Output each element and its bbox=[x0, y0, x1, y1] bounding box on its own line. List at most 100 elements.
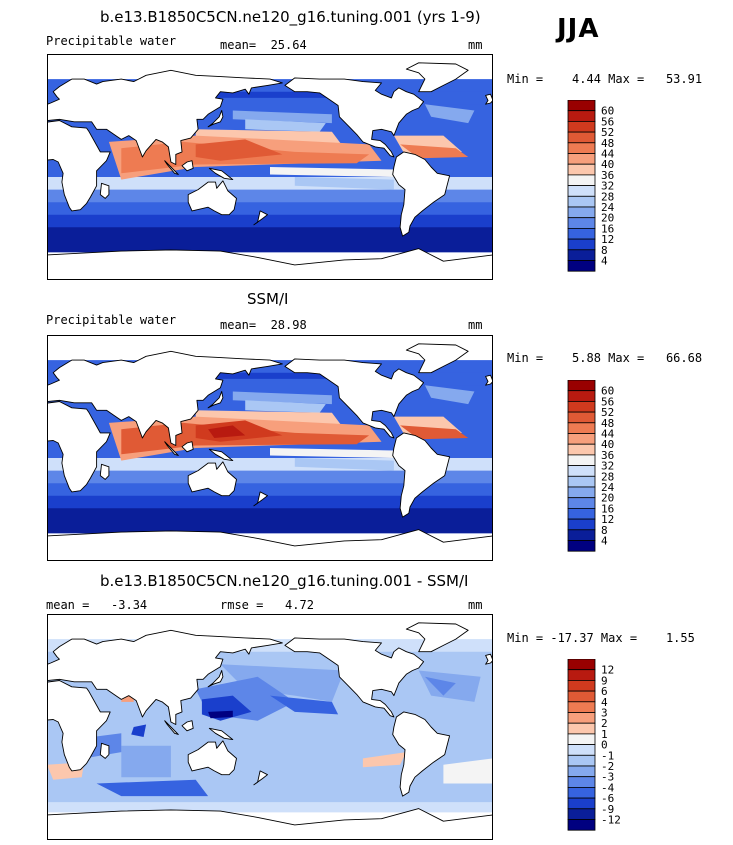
colorbar-box bbox=[567, 690, 596, 703]
no-data-north bbox=[47, 614, 493, 637]
colorbar-box bbox=[567, 227, 596, 240]
colorbar-tick-label: -3 bbox=[601, 771, 614, 784]
colorbar-box bbox=[567, 206, 596, 219]
field-contour bbox=[121, 745, 171, 778]
colorbar-box bbox=[567, 174, 596, 187]
panel-3-units-label: mm bbox=[468, 598, 483, 612]
coastline bbox=[164, 441, 179, 456]
panel-3-title: b.e13.B1850C5CN.ne120_g16.tuning.001 - S… bbox=[100, 572, 469, 590]
map-frame bbox=[47, 614, 493, 840]
coastline bbox=[47, 120, 111, 212]
panel-2-min-max: Min = 5.88 Max = 66.68 bbox=[507, 351, 703, 365]
colorbar-tick-label: 52 bbox=[601, 406, 614, 419]
field-contour bbox=[400, 425, 469, 440]
colorbar-box bbox=[567, 110, 596, 122]
colorbar-tick-label: 60 bbox=[601, 105, 614, 118]
colorbar-tick-label: 8 bbox=[601, 244, 608, 257]
colorbar-tick-label: 3 bbox=[601, 707, 608, 720]
field-contour bbox=[220, 664, 345, 702]
colorbar-tick-label: 4 bbox=[601, 535, 608, 548]
colorbar-tick-label: 24 bbox=[601, 481, 615, 494]
colorbar-tick-label: 56 bbox=[601, 395, 614, 408]
colorbar-tick-label: 1 bbox=[601, 728, 608, 741]
coastline bbox=[99, 742, 110, 759]
coastline bbox=[187, 180, 237, 216]
colorbar-box bbox=[567, 238, 596, 251]
coastline bbox=[99, 182, 110, 199]
colorbar-tick-label: 44 bbox=[601, 148, 615, 161]
field-contour bbox=[245, 119, 326, 132]
coastline bbox=[164, 160, 179, 175]
colorbar-box bbox=[567, 507, 596, 520]
field-contour bbox=[96, 779, 209, 797]
colorbar-tick-label: 12 bbox=[601, 233, 614, 246]
colorbar-box bbox=[567, 443, 596, 456]
coastline bbox=[181, 720, 194, 732]
colorbar-box bbox=[567, 712, 596, 724]
panel-2-variable-label: Precipitable water bbox=[46, 313, 177, 327]
coastline bbox=[284, 637, 425, 718]
colorbar-box bbox=[567, 249, 596, 261]
colorbar-box bbox=[567, 744, 596, 756]
colorbar-box bbox=[567, 217, 596, 229]
coastline bbox=[485, 93, 493, 105]
field-contour bbox=[208, 710, 233, 719]
colorbar-tick-label: -12 bbox=[601, 814, 621, 827]
field-contour bbox=[220, 378, 332, 392]
colorbar-box bbox=[567, 433, 596, 445]
colorbar-tick-label: -4 bbox=[601, 781, 615, 794]
colorbar-tick-label: -6 bbox=[601, 792, 614, 805]
colorbar-box bbox=[567, 786, 596, 799]
colorbar-tick-label: 36 bbox=[601, 449, 614, 462]
colorbar-box bbox=[567, 808, 596, 820]
colorbar-tick-label: 60 bbox=[601, 385, 614, 398]
colorbar-box bbox=[567, 529, 596, 541]
colorbar-tick-label: 24 bbox=[601, 201, 615, 214]
colorbar-tick-label: 20 bbox=[601, 212, 614, 225]
field-contour bbox=[424, 104, 475, 124]
coastline bbox=[208, 167, 234, 181]
panel-1-min-max: Min = 4.44 Max = 53.91 bbox=[507, 72, 703, 86]
colorbar-tick-label: 56 bbox=[601, 115, 614, 128]
colorbar-box bbox=[567, 701, 596, 713]
season-label: JJA bbox=[557, 14, 600, 44]
coastline bbox=[485, 374, 493, 386]
panel-3-rmse-label: rmse = 4.72 bbox=[220, 598, 314, 612]
panel-3-map bbox=[47, 614, 493, 840]
coastline bbox=[47, 69, 283, 165]
field-contour bbox=[245, 400, 326, 413]
colorbar-tick-label: -9 bbox=[601, 803, 614, 816]
map-field bbox=[47, 614, 493, 840]
colorbar-box bbox=[567, 669, 596, 681]
colorbar-box bbox=[567, 153, 596, 165]
colorbar-tick-label: 28 bbox=[601, 190, 614, 203]
coastline bbox=[47, 401, 111, 493]
colorbar-tick-label: 32 bbox=[601, 180, 614, 193]
coastline bbox=[253, 210, 268, 226]
colorbar-box bbox=[567, 518, 596, 531]
coastline bbox=[284, 77, 425, 158]
coastline bbox=[253, 770, 268, 786]
field-contour bbox=[424, 676, 456, 696]
coastline bbox=[47, 680, 111, 772]
colorbar-tick-label: 4 bbox=[601, 255, 608, 268]
coastline bbox=[207, 670, 224, 688]
panel-1-map bbox=[47, 54, 493, 280]
panel-3-mean-label: mean = -3.34 bbox=[46, 598, 148, 612]
colorbar-box bbox=[567, 465, 596, 477]
coastline bbox=[253, 491, 268, 507]
colorbar-box bbox=[567, 131, 596, 144]
colorbar-tick-label: 28 bbox=[601, 470, 614, 483]
coastline bbox=[392, 432, 451, 518]
field-contour bbox=[47, 185, 493, 203]
field-contour bbox=[47, 479, 493, 496]
colorbar-tick-label: 48 bbox=[601, 417, 614, 430]
colorbar-tick-label: 48 bbox=[601, 137, 614, 150]
coastline bbox=[187, 740, 237, 776]
colorbar-box bbox=[567, 163, 596, 176]
colorbar-box bbox=[567, 733, 596, 746]
coastline bbox=[181, 441, 194, 453]
